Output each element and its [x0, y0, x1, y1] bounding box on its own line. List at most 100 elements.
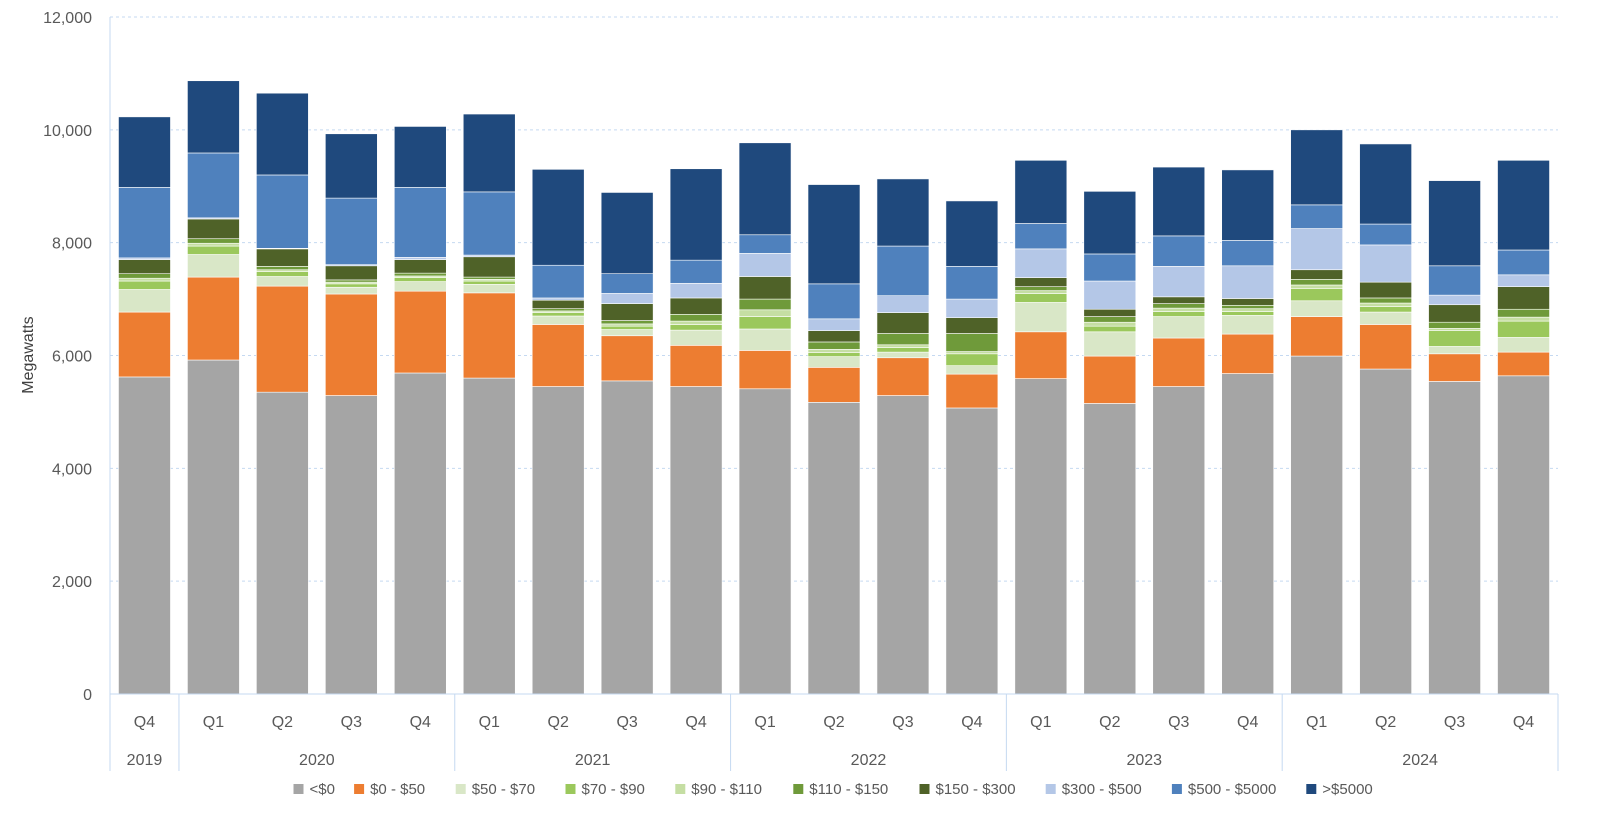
x-group-label: 2020	[299, 752, 335, 769]
bar-segment	[1014, 302, 1068, 333]
bar-segment	[1428, 381, 1481, 695]
bar-segment	[807, 348, 861, 353]
legend-swatch	[1045, 784, 1056, 794]
x-tick-label: Q3	[341, 714, 362, 731]
bar-segment	[256, 285, 309, 393]
bar-segment	[1221, 311, 1275, 316]
bar-segment	[1014, 378, 1068, 695]
bar-segment	[669, 259, 723, 284]
bar-segment	[531, 299, 585, 309]
bar-segment	[600, 329, 654, 337]
bar-segment	[876, 344, 930, 348]
bar-segment	[738, 298, 792, 311]
bar-segment	[325, 395, 378, 695]
bar-segment	[807, 184, 861, 285]
bar-segment	[945, 333, 999, 352]
bar-segment	[256, 248, 309, 267]
bar-segment	[1359, 306, 1412, 313]
bar-segment	[1428, 321, 1481, 329]
bar-segment	[945, 373, 999, 409]
bar-segment	[600, 323, 654, 327]
bar-segment	[393, 126, 447, 188]
legend-label: $300 - $500	[1062, 781, 1142, 798]
bar-segment	[1497, 308, 1550, 318]
bar-segment	[1359, 143, 1412, 225]
bar-segment	[945, 351, 999, 355]
x-tick-label: Q2	[1099, 714, 1120, 731]
bar-segment	[807, 341, 861, 350]
bar-segment	[1083, 325, 1137, 333]
x-group-label: 2019	[127, 752, 163, 769]
bar-segment	[1497, 351, 1550, 377]
legend-swatch	[455, 784, 466, 794]
x-tick-label: Q1	[479, 714, 500, 731]
legend-swatch	[1171, 784, 1182, 794]
bar-segment	[669, 386, 723, 695]
bar-segment	[1083, 321, 1137, 327]
bar-segment	[1221, 265, 1275, 299]
bar-segment	[187, 245, 240, 255]
bar-segment	[600, 303, 654, 321]
bar-segment	[1014, 331, 1068, 379]
bar-segment	[1083, 331, 1137, 357]
bar-segment	[325, 197, 378, 265]
bar-segment	[945, 298, 999, 319]
bar-segment	[462, 377, 516, 695]
legend-swatch	[793, 784, 804, 794]
bar-segment	[945, 200, 999, 267]
bar-segment	[118, 273, 171, 279]
bar-segment	[1359, 311, 1412, 325]
bar-segment	[1290, 316, 1343, 357]
bar-segment	[187, 238, 240, 244]
legend-swatch	[293, 784, 304, 794]
bar-segment	[738, 234, 792, 254]
bar-segment	[393, 259, 447, 274]
legend-swatch	[675, 784, 686, 794]
x-tick-label: Q4	[410, 714, 431, 731]
bar-segment	[1290, 228, 1343, 271]
bar-segment	[531, 315, 585, 325]
bar-segment	[1221, 240, 1275, 267]
bar-segment	[1152, 266, 1206, 298]
bar-segment	[1497, 375, 1550, 695]
bar-segment	[1083, 253, 1137, 282]
bar-segment	[807, 283, 861, 320]
bar-segment	[600, 293, 654, 304]
bar-segment	[876, 312, 930, 334]
bar-segment	[1152, 296, 1206, 304]
bar-segment	[1290, 355, 1343, 695]
bar-segment	[1359, 297, 1412, 304]
bar-segment	[600, 192, 654, 274]
bar-segment	[1497, 316, 1550, 322]
bar-segment	[1014, 277, 1068, 287]
bar-segment	[1290, 284, 1343, 289]
bar-segment	[462, 280, 516, 285]
bar-segment	[462, 276, 516, 280]
bar-segment	[118, 280, 171, 290]
y-tick-label: 10,000	[43, 123, 92, 140]
bar-segment	[876, 351, 930, 359]
x-tick-label: Q4	[1237, 714, 1258, 731]
bar-segment	[1290, 269, 1343, 280]
x-tick-label: Q3	[892, 714, 913, 731]
legend-label: $150 - $300	[936, 781, 1016, 798]
bar-segment	[187, 242, 240, 247]
bar-segment	[1221, 333, 1275, 374]
bar-segment	[1497, 274, 1550, 287]
bar-segment	[325, 265, 378, 281]
bar-segment	[1290, 288, 1343, 302]
x-tick-label: Q2	[272, 714, 293, 731]
bar-segment	[876, 333, 930, 346]
y-tick-label: 8,000	[52, 236, 92, 253]
bar-segment	[118, 259, 171, 274]
x-tick-label: Q3	[1444, 714, 1465, 731]
bar-segment	[1014, 223, 1068, 250]
bar-segment	[600, 320, 654, 325]
x-tick-label: Q1	[1030, 714, 1051, 731]
bar-segment	[807, 367, 861, 403]
bar-segment	[1497, 320, 1550, 338]
bar-segment	[1497, 159, 1550, 251]
bar-segment	[531, 312, 585, 317]
